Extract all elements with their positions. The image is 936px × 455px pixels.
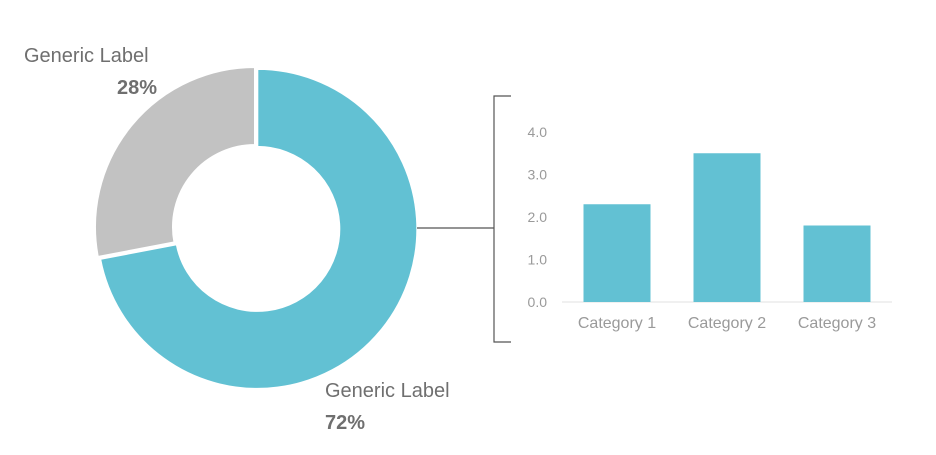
- x-category-label: Category 2: [688, 315, 766, 332]
- bar-chart-bracket: [493, 95, 511, 343]
- y-tick-label: 0.0: [528, 294, 548, 310]
- y-tick-label: 3.0: [528, 167, 548, 183]
- x-category-label: Category 3: [798, 315, 876, 332]
- bar-3: [803, 225, 871, 302]
- slice-label-blue: Generic Label: [325, 380, 450, 402]
- slice-value-blue: 72%: [325, 412, 365, 434]
- y-tick-label: 4.0: [528, 124, 548, 140]
- donut-slice-1: [98, 67, 419, 390]
- y-tick-label: 2.0: [528, 209, 548, 225]
- bar-chart: 0.0 1.0 2.0 3.0 4.0 Category 1 Category 2 Categ…: [528, 124, 892, 332]
- slice-value-gray: 28%: [117, 77, 157, 99]
- bar-1: [583, 204, 651, 302]
- slice-label-gray: Generic Label: [24, 45, 149, 67]
- donut-chart: [94, 65, 419, 390]
- bar-2: [693, 153, 761, 302]
- x-category-label: Category 1: [578, 315, 656, 332]
- donut-slice-2: [94, 65, 256, 259]
- y-tick-label: 1.0: [528, 252, 548, 268]
